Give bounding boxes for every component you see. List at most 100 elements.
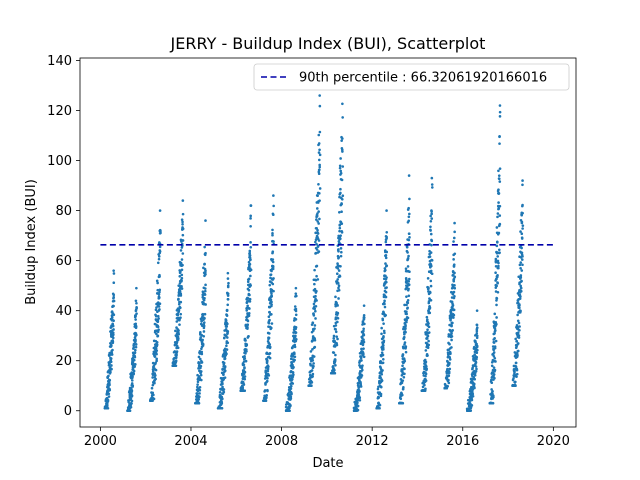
data-point [521,263,524,267]
data-point [177,297,180,301]
data-point [334,364,337,367]
data-point [357,386,361,389]
data-point [429,214,432,218]
data-point [470,404,474,407]
data-point [131,375,134,378]
data-point [338,229,341,233]
data-point [249,214,252,218]
data-point [244,359,248,363]
data-point [401,401,405,405]
data-point [362,313,366,317]
data-point [472,382,476,386]
data-point [431,186,434,189]
data-point [227,281,230,285]
data-point [356,398,360,402]
data-point [270,295,274,298]
data-point [427,286,430,290]
data-point [475,355,479,359]
data-point [339,234,342,237]
data-point [514,380,517,384]
data-point [175,350,179,353]
data-point [158,288,162,292]
data-point [199,357,202,361]
data-point [266,376,269,380]
data-point [249,245,253,249]
data-point [267,374,271,377]
data-point [110,344,113,348]
data-point [338,166,342,170]
data-point [174,364,178,368]
data-point [313,282,316,286]
data-point [497,248,501,252]
data-point [312,364,315,368]
data-point [378,403,382,407]
data-point [333,358,337,362]
data-point [271,267,275,271]
y-tick-label: 120 [47,104,72,119]
data-point [407,232,411,236]
data-point [385,250,389,254]
data-point [495,277,498,281]
data-point [336,304,339,307]
data-point [519,286,523,290]
data-point [181,212,185,216]
data-point [266,369,270,373]
data-point [494,329,497,332]
data-point [521,179,524,182]
data-point [200,350,204,354]
y-tick-label: 100 [47,154,72,169]
data-point [271,260,275,264]
data-point [294,307,298,311]
data-point [382,329,386,333]
data-point [384,295,388,299]
data-point [495,322,498,326]
data-point [452,290,456,294]
data-point [498,204,502,208]
data-point [226,294,230,297]
data-point [360,347,363,351]
data-point [490,361,494,364]
data-point [339,171,343,175]
data-point [338,224,342,227]
data-point [521,203,524,207]
data-point [493,312,497,316]
data-point [475,329,479,333]
data-point [204,269,207,273]
data-point [336,262,339,265]
data-point [180,273,184,277]
data-point [159,229,162,233]
data-point [362,338,365,342]
plot-frame [79,57,577,428]
data-point [201,342,205,346]
data-point [132,372,136,375]
data-point [294,292,298,295]
data-point [134,322,138,326]
data-point [247,260,251,264]
data-point [177,302,181,306]
data-point [157,317,160,320]
data-point [107,385,110,389]
data-point [400,381,404,385]
data-point [407,219,411,223]
data-point [385,235,388,239]
data-point [158,209,162,212]
data-point [339,264,342,268]
data-point [453,252,457,256]
data-point [226,271,230,275]
data-point [245,309,249,312]
data-point [131,384,135,387]
data-point [318,187,322,190]
data-point [134,363,137,366]
data-point [203,293,207,296]
data-point [450,338,453,342]
data-point [248,264,251,268]
data-point [385,231,389,234]
data-point [427,339,430,343]
data-point [337,256,341,259]
data-point [381,369,384,372]
data-point [271,264,275,268]
y-tick-label: 0 [64,404,72,419]
data-point [222,390,226,394]
data-point [491,389,494,393]
y-axis-label: Buildup Index (BUI) [24,179,39,305]
